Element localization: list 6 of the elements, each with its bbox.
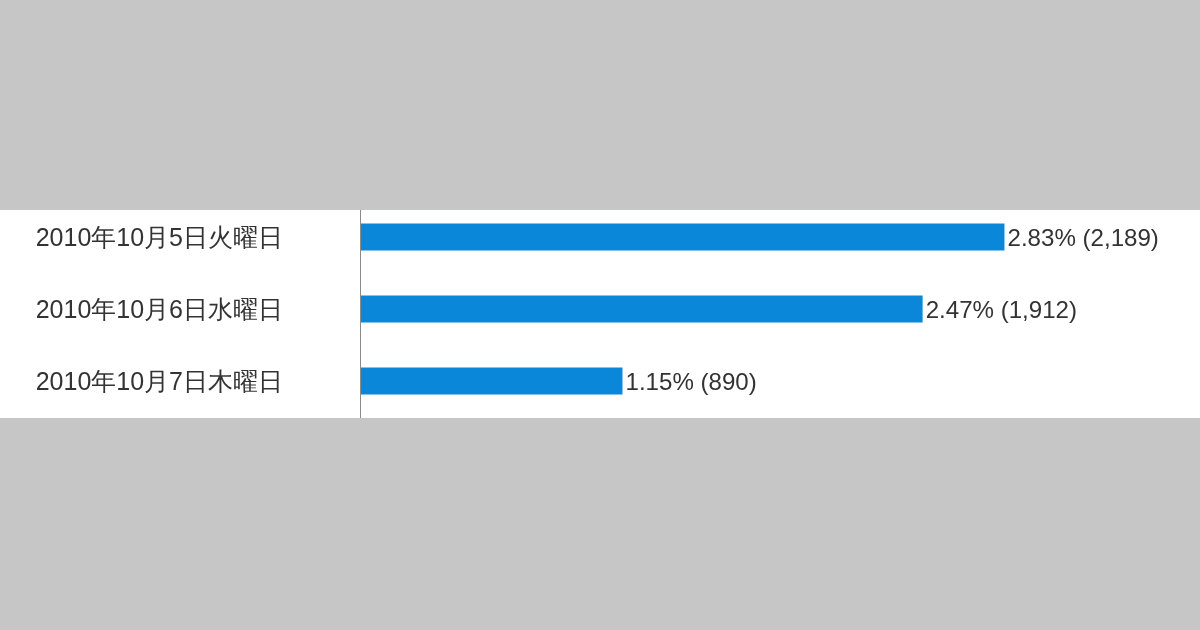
y-tick-label: 2010年10月7日木曜日 [35,366,283,395]
y-tick-label: 2010年10月5日火曜日 [35,222,283,251]
data-label: 2.83% (2,189) [1007,223,1159,251]
data-label: 1.15% (890) [625,367,757,395]
y-tick-label: 2010年10月6日水曜日 [35,294,283,323]
data-label: 2.47% (1,912) [925,295,1078,323]
